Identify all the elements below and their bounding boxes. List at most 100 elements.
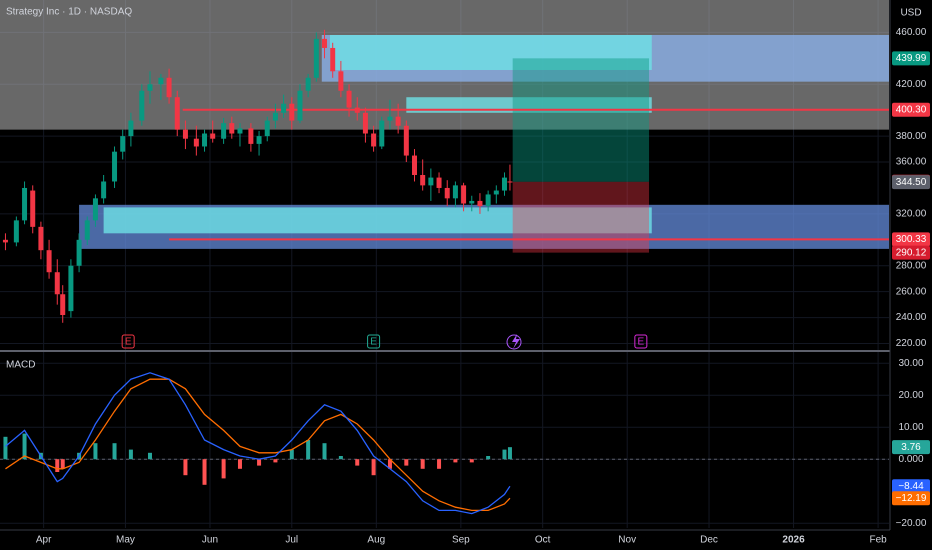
candle-body (54, 272, 60, 295)
axis-value-label: 439.99 (896, 53, 927, 64)
candle-body (193, 138, 199, 147)
candle-body (452, 185, 458, 199)
axis-value-label: 344.50 (896, 177, 927, 188)
x-tick-label: Jun (202, 535, 218, 546)
dividend-icon (512, 334, 520, 349)
candle-body (412, 155, 418, 175)
candle-body (477, 200, 483, 207)
candle-body (210, 133, 216, 139)
candle-body (420, 175, 426, 186)
y-tick-label: 380.00 (896, 131, 927, 142)
histogram-bar (3, 436, 8, 460)
histogram-bar (322, 443, 327, 460)
event-label: E (370, 337, 377, 348)
event-badge (367, 334, 381, 349)
candle-body (221, 123, 227, 139)
candle-body (68, 265, 74, 312)
candle-body (166, 77, 172, 98)
candle-body (60, 294, 66, 315)
x-tick-label: 2026 (782, 535, 805, 546)
candle-body (264, 120, 270, 137)
signal-line (5, 378, 511, 512)
candle-body (202, 133, 208, 147)
candle-body (2, 239, 8, 243)
histogram-bar (502, 449, 507, 460)
axis-labels: Apr May Jun Jul Aug Sep Oct Nov Dec 2026 Feb 460.00… (36, 27, 930, 546)
axis-value-box (892, 491, 930, 506)
candle-body (362, 112, 368, 134)
axis-value-label: −12.19 (896, 493, 927, 504)
y-tick-label: 0.000 (898, 454, 923, 465)
histogram-bar (128, 449, 133, 460)
y-tick-label: 360.00 (896, 157, 927, 168)
histogram-bar (60, 459, 65, 469)
candle-body (469, 200, 475, 204)
histogram-bar (22, 433, 27, 460)
event-badge (121, 334, 135, 349)
histogram-bar (404, 459, 409, 466)
chart-title: Strategy Inc · 1D · NASDAQ (6, 7, 132, 18)
candle-body (92, 198, 98, 221)
candle-body (38, 226, 44, 251)
candle-body (13, 220, 19, 243)
candle-body (272, 112, 278, 121)
candle-body (371, 133, 377, 147)
candle-body (322, 38, 328, 48)
histogram-bar (257, 459, 262, 466)
zone (329, 35, 652, 70)
candle-body (281, 103, 287, 113)
axis-value-box (892, 51, 930, 66)
candle-body (444, 187, 450, 199)
histogram-bar (338, 456, 343, 460)
axis-value-box (892, 175, 930, 190)
x-tick-label: Aug (367, 535, 385, 546)
price-axis (890, 0, 932, 550)
histogram-bar (147, 452, 152, 460)
candle-body (395, 116, 401, 126)
histogram-bar (469, 459, 474, 463)
candle-body (139, 90, 145, 121)
candle-body (112, 151, 118, 182)
y-tick-label: 240.00 (896, 312, 927, 323)
indicator-title: MACD (6, 360, 35, 371)
candle-body (354, 107, 360, 113)
y-tick-label: 20.00 (898, 390, 923, 401)
candle-body (387, 116, 393, 121)
axis-value-label: 3.76 (901, 442, 921, 453)
candle-body (147, 84, 153, 91)
histogram-bar (183, 459, 188, 476)
axis-value-label: 290.12 (896, 247, 927, 258)
axis-value-label: 400.30 (896, 104, 927, 115)
candle-body (30, 190, 36, 227)
candle-body (436, 177, 442, 188)
x-tick-label: Apr (36, 535, 52, 546)
candle-body (297, 90, 303, 121)
candle-body (237, 128, 243, 134)
dividend-icon (506, 334, 522, 350)
candle-body (403, 125, 409, 156)
x-tick-label: Nov (618, 535, 636, 546)
candle-body (379, 120, 385, 147)
histogram-bar (453, 459, 458, 463)
candle-body (330, 47, 336, 72)
candle-body (501, 177, 507, 191)
histogram-bar (112, 443, 117, 460)
x-tick-label: Dec (700, 535, 718, 546)
y-tick-label: 280.00 (896, 260, 927, 271)
histogram-bar (507, 447, 512, 460)
macd-line (5, 372, 511, 515)
target-zone (512, 58, 650, 182)
candle-body (120, 136, 126, 152)
histogram-bar (202, 459, 207, 485)
y-tick-label: 10.00 (898, 422, 923, 433)
candle-body (305, 77, 311, 91)
candle-body (76, 239, 82, 266)
histogram-bar (387, 459, 392, 469)
zone (103, 207, 652, 234)
y-tick-label: 220.00 (896, 338, 927, 349)
candle-body (22, 187, 28, 221)
event-badge (634, 334, 648, 349)
x-tick-label: May (116, 535, 135, 546)
y-tick-label: 30.00 (898, 358, 923, 369)
